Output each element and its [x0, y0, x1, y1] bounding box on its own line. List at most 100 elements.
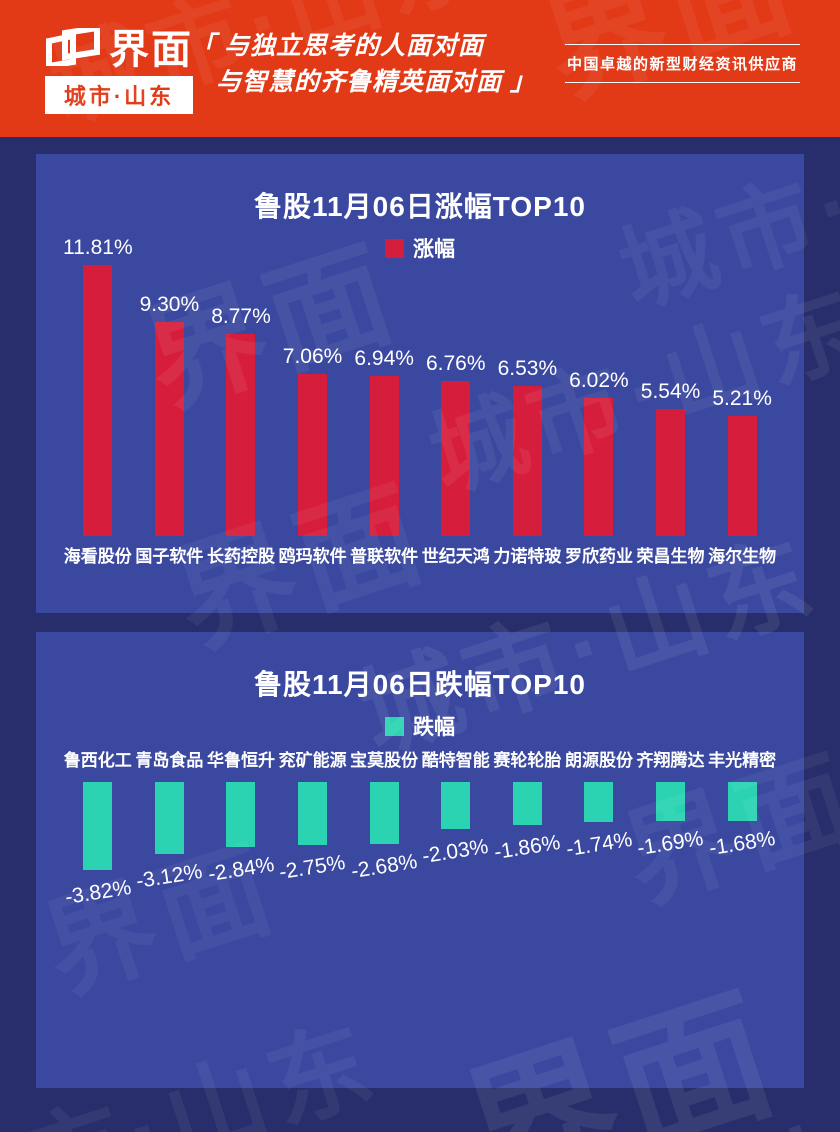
bar — [656, 782, 686, 821]
category-label: 鲁西化工 — [63, 751, 132, 770]
value-label: -1.74% — [564, 827, 634, 862]
losers-legend-label: 跌幅 — [413, 716, 455, 739]
bar — [369, 782, 399, 844]
header-quote: 「 与独立思考的人面对面 与智慧的齐鲁精英面对面 」 — [190, 28, 536, 100]
bar-column: -1.68% — [706, 782, 778, 860]
bar-column: 6.94% — [348, 236, 420, 536]
gainers-bars-area: 11.81% 9.30% 8.77% 7.06% 6.94% 6.76% 6.53% 6.02… — [62, 236, 778, 536]
bar-column: -2.68% — [348, 782, 420, 883]
bar — [83, 265, 113, 536]
value-label: 9.30% — [139, 293, 200, 316]
category-label: 普联软件 — [350, 547, 419, 566]
gainers-legend: 涨幅 — [36, 233, 804, 263]
losers-category-names: 鲁西化工 青岛食品 华鲁恒升 兖矿能源 宝莫股份 酷特智能 赛轮轮胎 朗源股份 齐翔腾达 丰光精密 — [62, 746, 778, 771]
bar-column: 6.02% — [563, 236, 635, 536]
category-label: 世纪天鸿 — [421, 547, 490, 566]
bar-column: 5.54% — [635, 236, 707, 536]
bar — [727, 416, 757, 536]
bar-column: -1.86% — [492, 782, 564, 864]
header-banner: 界面 城市·山东 「 与独立思考的人面对面 与智慧的齐鲁精英面对面 」 中国卓越… — [0, 0, 840, 137]
value-label: -1.68% — [707, 826, 777, 861]
bar — [226, 334, 256, 536]
bar-column: 6.53% — [492, 236, 564, 536]
category-label: 力诺特玻 — [493, 547, 562, 566]
losers-legend-swatch — [385, 716, 404, 736]
category-label: 宝莫股份 — [350, 751, 419, 770]
value-label: 6.02% — [569, 369, 629, 392]
category-label: 青岛食品 — [135, 751, 204, 770]
value-label: 6.53% — [497, 357, 558, 380]
category-label: 酷特智能 — [421, 751, 490, 770]
bar-column: -2.03% — [420, 782, 492, 868]
value-label: -3.82% — [63, 875, 133, 910]
value-label: -2.84% — [206, 852, 276, 887]
gainers-legend-swatch — [385, 238, 404, 258]
bar — [584, 398, 614, 536]
category-label: 长药控股 — [206, 547, 275, 566]
jiemian-logo: 界面 城市·山东 — [45, 24, 193, 114]
bar — [154, 322, 184, 536]
bar-column: 7.06% — [277, 236, 349, 536]
header-tagline: 中国卓越的新型财经资讯供应商 — [564, 44, 800, 83]
jiemian-logo-icon — [45, 24, 101, 71]
bar — [512, 386, 542, 536]
bar — [83, 782, 113, 870]
value-label: 8.77% — [211, 305, 271, 328]
category-label: 荣昌生物 — [636, 547, 705, 566]
bar — [656, 409, 686, 536]
losers-chart-card: 鲁股11月06日跌幅TOP10 跌幅 鲁西化工 青岛食品 华鲁恒升 兖矿能源 宝莫股份酷… — [36, 632, 804, 1088]
bar — [727, 782, 757, 821]
bar — [369, 376, 399, 536]
bar-column: 6.76% — [420, 236, 492, 536]
bar — [298, 782, 328, 845]
category-label: 兖矿能源 — [278, 751, 347, 770]
category-label: 海尔生物 — [708, 547, 777, 566]
category-label: 罗欣药业 — [564, 547, 633, 566]
value-label: -1.86% — [492, 830, 562, 865]
value-label: 7.06% — [282, 345, 343, 368]
logo-title: 界面 — [109, 27, 193, 72]
bar-column: 9.30% — [134, 236, 206, 536]
bar — [441, 381, 471, 536]
bar-column: -1.74% — [563, 782, 635, 861]
logo-row: 界面 — [45, 24, 193, 72]
bar-column: -3.82% — [62, 782, 134, 909]
losers-chart-title: 鲁股11月06日跌幅TOP10 — [254, 669, 586, 700]
value-label: -2.03% — [421, 834, 491, 869]
category-label: 朗源股份 — [564, 751, 633, 770]
value-label: -2.68% — [349, 849, 419, 884]
category-label: 鸥玛软件 — [278, 547, 347, 566]
bar — [226, 782, 256, 847]
bar-column: 11.81% — [62, 236, 134, 536]
gainers-chart-title: 鲁股11月06日涨幅TOP10 — [254, 191, 586, 222]
value-label: 11.81% — [62, 236, 133, 259]
category-label: 齐翔腾达 — [636, 751, 705, 770]
bar — [154, 782, 184, 854]
bar-column: 8.77% — [205, 236, 277, 536]
value-label: 5.21% — [712, 387, 772, 410]
bar — [298, 374, 328, 536]
value-label: -3.12% — [134, 859, 204, 894]
category-label: 国子软件 — [135, 547, 204, 566]
category-label: 赛轮轮胎 — [493, 751, 562, 770]
gainers-legend-label: 涨幅 — [413, 238, 455, 261]
losers-bars-area: -3.82% -3.12% -2.84% -2.75% -2.68% -2.03% -1.8… — [62, 782, 778, 957]
bar-column: 5.21% — [706, 236, 778, 536]
bar — [512, 782, 542, 825]
bar-column: -1.69% — [635, 782, 707, 860]
logo-region-badge: 城市·山东 — [45, 76, 193, 114]
value-label: 5.54% — [640, 380, 701, 403]
quote-line-2: 与智慧的齐鲁精英面对面 」 — [216, 68, 536, 96]
category-label: 丰光精密 — [708, 751, 777, 770]
quote-line-1: 「 与独立思考的人面对面 — [190, 32, 484, 60]
gainers-category-names: 海看股份 国子软件 长药控股 鸥玛软件 普联软件 世纪天鸿 力诺特玻 罗欣药业 荣昌生物 海尔生物 — [62, 542, 778, 567]
gainers-chart-card: 鲁股11月06日涨幅TOP10 涨幅 11.81% 9.30% 8.77% 7.06%… — [36, 154, 804, 613]
bar — [584, 782, 614, 822]
bar-column: -2.84% — [205, 782, 277, 886]
category-label: 海看股份 — [63, 547, 132, 566]
bar-column: -2.75% — [277, 782, 349, 884]
value-label: -1.69% — [635, 826, 706, 861]
value-label: 6.94% — [354, 347, 414, 370]
value-label: -2.75% — [277, 850, 348, 885]
